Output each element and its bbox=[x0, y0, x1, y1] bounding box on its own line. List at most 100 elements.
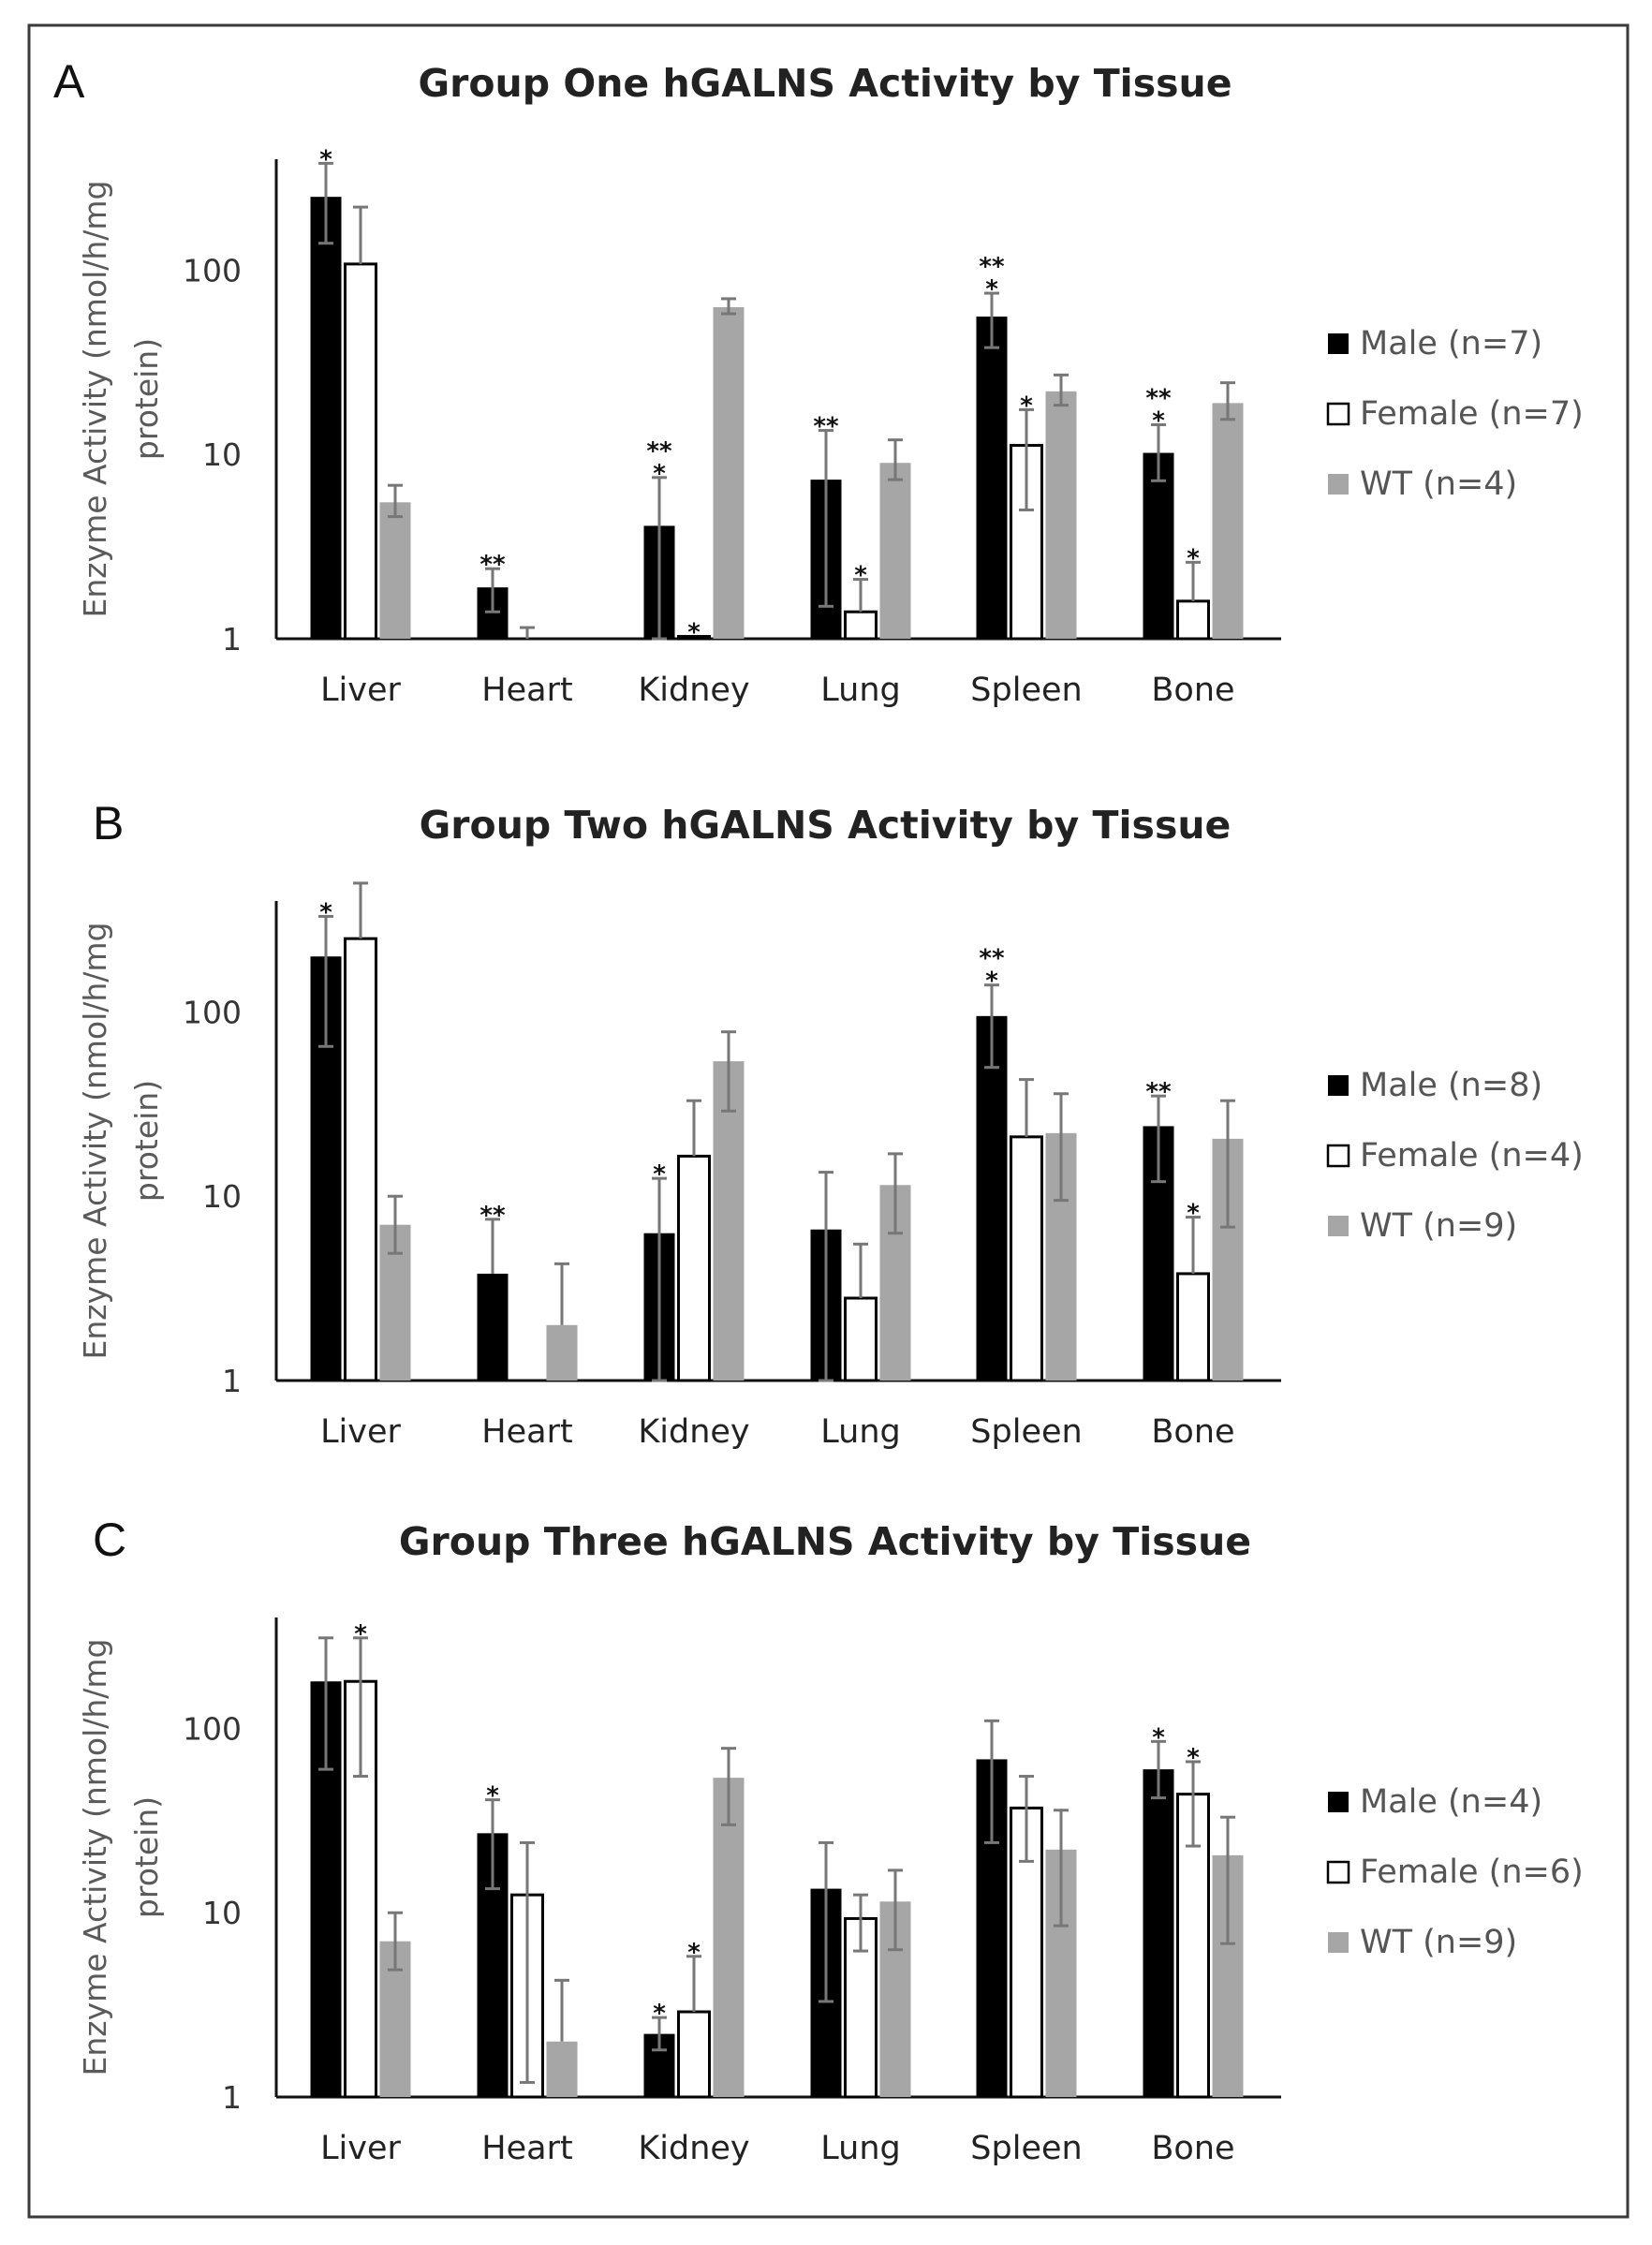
y-axis-label: Enzyme Activity (nmol/h/mg protein) bbox=[77, 923, 165, 1360]
panel-letter: B bbox=[93, 797, 124, 849]
legend-label-male: Male (n=4) bbox=[1360, 1783, 1542, 1821]
x-tick-label: Bone bbox=[1151, 672, 1234, 709]
bar-male bbox=[976, 317, 1008, 639]
significance-marker: ** bbox=[1145, 384, 1172, 412]
y-tick-label: 1 bbox=[222, 621, 242, 657]
significance-marker: * bbox=[653, 2000, 666, 2028]
significance-marker: * bbox=[985, 967, 998, 996]
x-tick-label: Lung bbox=[820, 2130, 900, 2167]
significance-marker: ** bbox=[479, 551, 506, 579]
significance-marker: * bbox=[1187, 1200, 1200, 1228]
legend-label-wt: WT (n=9) bbox=[1360, 1207, 1517, 1245]
panel-letter: C bbox=[93, 1514, 126, 1566]
legend-label-female: Female (n=6) bbox=[1360, 1854, 1584, 1891]
legend-swatch-wt bbox=[1328, 474, 1349, 495]
y-axis-label-line-1: Enzyme Activity (nmol/h/mg bbox=[77, 1639, 113, 2076]
significance-marker: * bbox=[653, 1160, 666, 1189]
bar-male bbox=[310, 197, 342, 639]
legend-label-male: Male (n=8) bbox=[1360, 1067, 1542, 1104]
y-axis-label-line-2: protein) bbox=[128, 338, 165, 460]
y-axis-label-line-2: protein) bbox=[128, 1796, 165, 1918]
bar-male bbox=[976, 1015, 1008, 1381]
y-tick-label: 10 bbox=[202, 1895, 242, 1931]
x-tick-label: Kidney bbox=[638, 2130, 749, 2167]
significance-marker: * bbox=[854, 562, 867, 590]
legend-swatch-wt bbox=[1328, 1932, 1349, 1953]
y-axis-label: Enzyme Activity (nmol/h/mg protein) bbox=[77, 181, 165, 618]
figure-border bbox=[27, 23, 1630, 2219]
legend-swatch-male bbox=[1328, 1075, 1349, 1096]
y-tick-label: 10 bbox=[202, 436, 242, 473]
legend-label-wt: WT (n=4) bbox=[1360, 465, 1517, 503]
significance-marker: * bbox=[653, 460, 666, 488]
x-tick-label: Lung bbox=[820, 672, 900, 709]
bar-wt bbox=[879, 463, 911, 639]
legend-label-male: Male (n=7) bbox=[1360, 325, 1542, 362]
bar-female bbox=[677, 634, 711, 641]
bar-male bbox=[1143, 452, 1174, 639]
bar-female bbox=[1010, 1135, 1043, 1382]
significance-marker: * bbox=[1187, 544, 1200, 572]
bar-female bbox=[844, 610, 878, 641]
bar-male bbox=[1143, 1769, 1174, 2097]
significance-marker: ** bbox=[479, 1202, 506, 1230]
significance-marker: ** bbox=[979, 945, 1005, 973]
significance-marker: * bbox=[319, 898, 332, 926]
chart-panel-1: A Group One hGALNS Activity by Tissue Enzy… bbox=[53, 55, 1584, 709]
bar-wt bbox=[546, 2041, 578, 2097]
significance-marker: ** bbox=[813, 413, 839, 441]
significance-marker: * bbox=[1020, 391, 1033, 420]
significance-marker: * bbox=[1152, 1723, 1165, 1751]
bar-female bbox=[844, 1296, 878, 1382]
y-tick-label: 1 bbox=[222, 1363, 242, 1399]
legend-label-female: Female (n=4) bbox=[1360, 1137, 1584, 1174]
x-tick-label: Spleen bbox=[970, 1413, 1082, 1451]
significance-marker: * bbox=[319, 145, 332, 173]
x-tick-label: Bone bbox=[1151, 2130, 1234, 2167]
significance-marker: * bbox=[687, 1939, 701, 1967]
significance-marker: ** bbox=[1145, 1078, 1172, 1106]
significance-marker: * bbox=[687, 618, 701, 646]
significance-marker: * bbox=[1152, 406, 1165, 435]
bar-female bbox=[1176, 1793, 1210, 2099]
bar-wt bbox=[713, 1061, 745, 1381]
legend-swatch-male bbox=[1328, 333, 1349, 354]
y-tick-label: 10 bbox=[202, 1178, 242, 1215]
x-tick-label: Liver bbox=[320, 2130, 401, 2167]
bar-wt bbox=[713, 1778, 745, 2097]
x-tick-label: Lung bbox=[820, 1413, 900, 1451]
y-axis-label: Enzyme Activity (nmol/h/mg protein) bbox=[77, 1639, 165, 2076]
bar-female bbox=[677, 1154, 711, 1382]
chart-panel-2: B Group Two hGALNS Activity by Tissue Enzy… bbox=[77, 797, 1584, 1451]
bar-female bbox=[1176, 1272, 1210, 1382]
legend-swatch-female bbox=[1326, 1860, 1350, 1884]
chart-title: Group Two hGALNS Activity by Tissue bbox=[420, 803, 1232, 848]
x-tick-label: Heart bbox=[481, 672, 572, 709]
bar-male bbox=[477, 1273, 509, 1381]
significance-marker: * bbox=[486, 1782, 499, 1810]
x-tick-label: Kidney bbox=[638, 672, 749, 709]
legend-swatch-female bbox=[1326, 402, 1350, 426]
x-tick-label: Heart bbox=[481, 2130, 572, 2167]
y-tick-label: 100 bbox=[183, 1710, 242, 1747]
bar-wt bbox=[379, 502, 411, 639]
bar-female bbox=[677, 2010, 711, 2099]
y-tick-label: 1 bbox=[222, 2079, 242, 2116]
legend-swatch-female bbox=[1326, 1144, 1350, 1168]
panel-letter: A bbox=[53, 55, 85, 108]
x-tick-label: Spleen bbox=[970, 2130, 1082, 2167]
x-tick-label: Bone bbox=[1151, 1413, 1234, 1451]
bar-female bbox=[344, 937, 377, 1382]
legend-label-wt: WT (n=9) bbox=[1360, 1924, 1517, 1961]
x-tick-label: Liver bbox=[320, 672, 401, 709]
y-axis-label-line-1: Enzyme Activity (nmol/h/mg bbox=[77, 181, 113, 618]
x-tick-label: Spleen bbox=[970, 672, 1082, 709]
significance-marker: * bbox=[354, 1620, 367, 1648]
significance-marker: ** bbox=[646, 437, 672, 465]
bar-wt bbox=[713, 306, 745, 639]
y-axis-label-line-1: Enzyme Activity (nmol/h/mg bbox=[77, 923, 113, 1360]
bar-female bbox=[1176, 599, 1210, 641]
bar-wt bbox=[1045, 391, 1077, 639]
legend-swatch-wt bbox=[1328, 1216, 1349, 1236]
